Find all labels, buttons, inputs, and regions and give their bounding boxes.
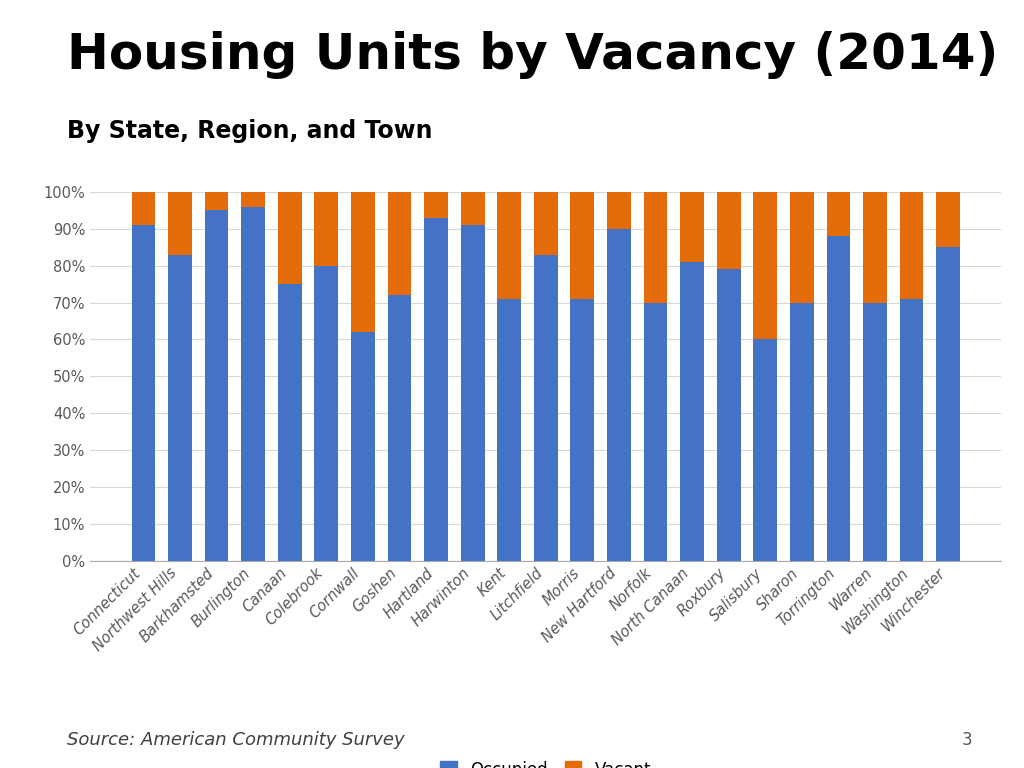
Bar bbox=[131, 225, 156, 561]
Bar bbox=[826, 192, 850, 237]
Bar bbox=[754, 192, 777, 339]
Bar bbox=[205, 210, 228, 561]
Bar bbox=[936, 192, 961, 247]
Bar bbox=[790, 192, 814, 303]
Bar bbox=[680, 262, 703, 561]
Bar bbox=[388, 295, 412, 561]
Bar bbox=[424, 192, 447, 218]
Bar bbox=[936, 247, 961, 561]
Bar bbox=[754, 339, 777, 561]
Bar bbox=[607, 192, 631, 229]
Bar bbox=[607, 229, 631, 561]
Bar bbox=[278, 192, 302, 284]
Bar bbox=[278, 284, 302, 561]
Bar bbox=[242, 207, 265, 561]
Text: 3: 3 bbox=[963, 731, 973, 749]
Bar bbox=[388, 192, 412, 295]
Bar bbox=[314, 266, 338, 561]
Bar bbox=[461, 225, 484, 561]
Bar bbox=[790, 303, 814, 561]
Bar bbox=[168, 192, 191, 255]
Bar bbox=[900, 192, 924, 299]
Text: Source: American Community Survey: Source: American Community Survey bbox=[67, 731, 404, 749]
Bar bbox=[131, 192, 156, 225]
Bar bbox=[644, 192, 668, 303]
Bar bbox=[351, 332, 375, 561]
Bar bbox=[461, 192, 484, 225]
Bar bbox=[424, 218, 447, 561]
Text: By State, Region, and Town: By State, Region, and Town bbox=[67, 119, 432, 143]
Bar bbox=[680, 192, 703, 262]
Text: Housing Units by Vacancy (2014): Housing Units by Vacancy (2014) bbox=[67, 31, 997, 79]
Bar bbox=[570, 299, 594, 561]
Bar bbox=[863, 192, 887, 303]
Bar bbox=[205, 192, 228, 210]
Bar bbox=[717, 192, 740, 270]
Legend: Occupied, Vacant: Occupied, Vacant bbox=[440, 760, 651, 768]
Bar bbox=[314, 192, 338, 266]
Bar bbox=[900, 299, 924, 561]
Bar bbox=[242, 192, 265, 207]
Bar bbox=[826, 237, 850, 561]
Bar bbox=[498, 299, 521, 561]
Bar bbox=[534, 192, 558, 255]
Bar bbox=[534, 255, 558, 561]
Bar bbox=[351, 192, 375, 332]
Bar bbox=[168, 255, 191, 561]
Bar bbox=[498, 192, 521, 299]
Bar bbox=[644, 303, 668, 561]
Bar bbox=[863, 303, 887, 561]
Bar bbox=[717, 270, 740, 561]
Bar bbox=[570, 192, 594, 299]
